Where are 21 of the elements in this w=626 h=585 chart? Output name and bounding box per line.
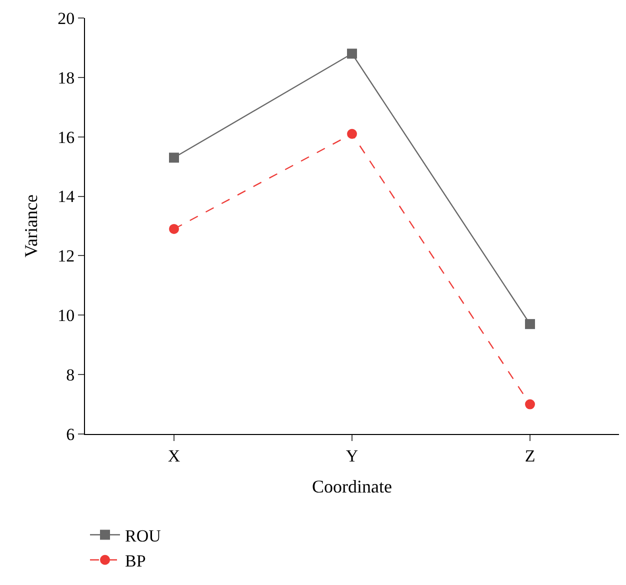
point bbox=[525, 399, 535, 410]
point bbox=[347, 128, 357, 139]
point bbox=[525, 319, 535, 330]
y-tick-label: 20 bbox=[58, 8, 75, 28]
point bbox=[169, 224, 179, 234]
y-axis-title: Variance bbox=[20, 194, 41, 258]
point bbox=[169, 152, 179, 163]
point bbox=[347, 48, 357, 59]
y-tick-label: 8 bbox=[66, 366, 75, 385]
x-axis-title: Coordinate bbox=[312, 476, 392, 496]
y-tick-label: 14 bbox=[58, 187, 76, 206]
legend-label: BP bbox=[125, 551, 146, 570]
x-tick-label: X bbox=[168, 446, 180, 466]
x-tick-label: Y bbox=[346, 446, 358, 466]
y-tick-label: 10 bbox=[58, 306, 75, 326]
y-tick-label: 18 bbox=[58, 68, 75, 88]
x-tick-label: Z bbox=[524, 446, 536, 466]
y-tick-label: 12 bbox=[58, 246, 75, 266]
y-tick-label: 16 bbox=[58, 128, 75, 147]
y-tick-label: 6 bbox=[66, 424, 75, 444]
legend-label: ROU bbox=[125, 526, 161, 546]
